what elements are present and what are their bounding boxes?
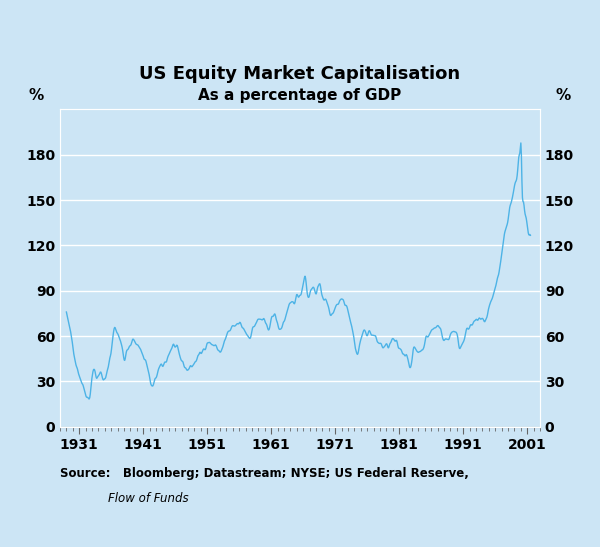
Text: Flow of Funds: Flow of Funds [108, 492, 188, 505]
Text: %: % [29, 88, 44, 103]
Text: %: % [556, 88, 571, 103]
Text: US Equity Market Capitalisation: US Equity Market Capitalisation [139, 65, 461, 83]
Text: As a percentage of GDP: As a percentage of GDP [199, 88, 401, 103]
Text: Source:   Bloomberg; Datastream; NYSE; US Federal Reserve,: Source: Bloomberg; Datastream; NYSE; US … [60, 467, 469, 480]
